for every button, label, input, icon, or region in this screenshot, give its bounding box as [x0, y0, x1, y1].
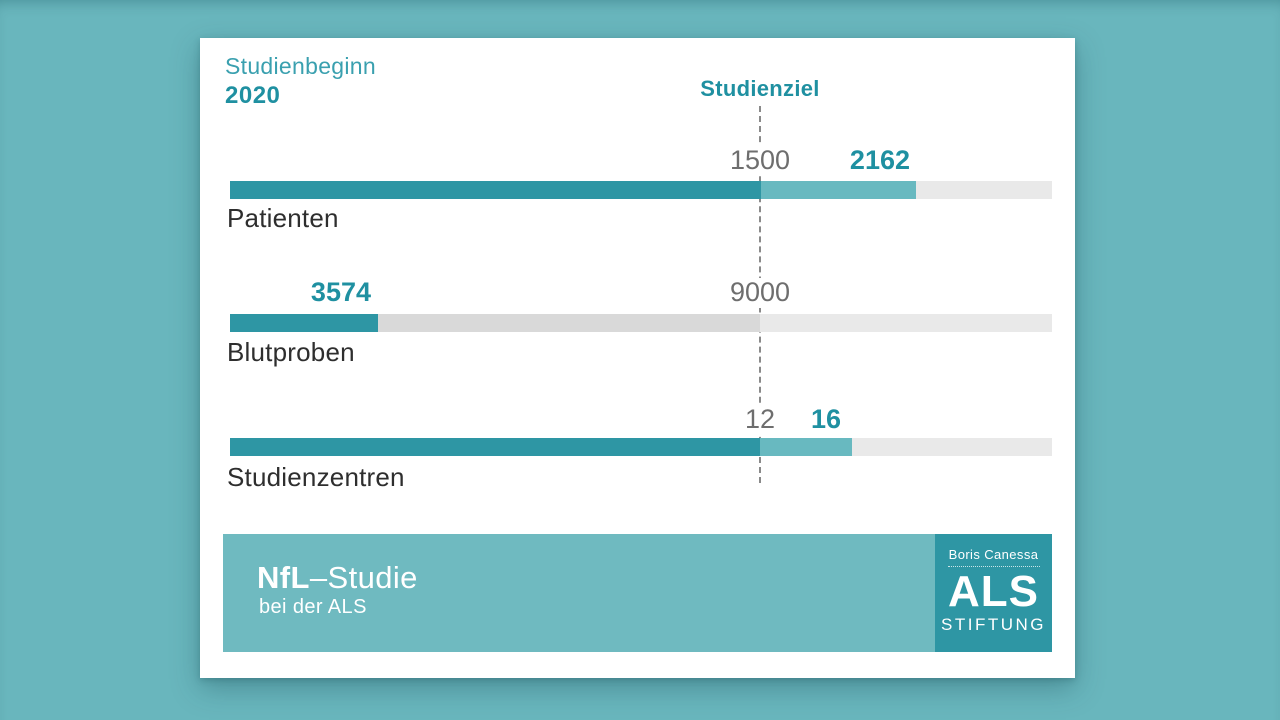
als-stiftung-logo: Boris Canessa ALS STIFTUNG	[935, 534, 1052, 652]
actual-value-blutproben: 3574	[304, 278, 377, 308]
actual-value-studienzentren: 16	[804, 405, 847, 435]
study-title-bold: NfL	[257, 560, 310, 595]
study-title-rest: –Studie	[309, 560, 418, 595]
goal-value-blutproben: 9000	[723, 278, 797, 308]
footer-banner: NfL–Studie bei der ALS Boris Canessa ALS…	[223, 534, 1052, 652]
study-start-label: Studienbeginn	[225, 53, 376, 79]
study-start-year: 2020	[225, 81, 281, 109]
bar-studienzentren	[230, 438, 1052, 456]
logo-stiftung-text: STIFTUNG	[941, 615, 1046, 635]
goal-value-studienzentren: 12	[738, 405, 782, 435]
metric-label-studienzentren: Studienzentren	[227, 462, 405, 492]
study-title: NfL–Studie	[257, 560, 418, 596]
bar-segment	[916, 181, 1052, 199]
infographic-card: Studienbeginn 2020 Studienziel 1500 2162…	[200, 38, 1075, 678]
bar-segment	[760, 314, 1052, 332]
bar-segment	[230, 438, 761, 456]
bar-blutproben	[230, 314, 1052, 332]
metric-label-blutproben: Blutproben	[227, 337, 355, 367]
bar-segment	[852, 438, 1052, 456]
bar-segment	[230, 314, 378, 332]
goal-value-patienten: 1500	[723, 146, 797, 176]
study-goal-label: Studienziel	[700, 76, 820, 101]
actual-value-patienten: 2162	[843, 146, 916, 176]
bar-segment	[230, 181, 761, 199]
bar-patienten	[230, 181, 1052, 199]
logo-founder-name: Boris Canessa	[948, 547, 1039, 562]
metric-label-patienten: Patienten	[227, 203, 339, 233]
bar-segment	[761, 181, 917, 199]
study-start-block: Studienbeginn 2020	[225, 52, 376, 111]
logo-dotted-rule	[947, 566, 1040, 567]
study-subtitle: bei der ALS	[259, 596, 367, 618]
logo-als-text: ALS	[948, 567, 1039, 616]
bar-segment	[377, 314, 761, 332]
bar-segment	[760, 438, 853, 456]
